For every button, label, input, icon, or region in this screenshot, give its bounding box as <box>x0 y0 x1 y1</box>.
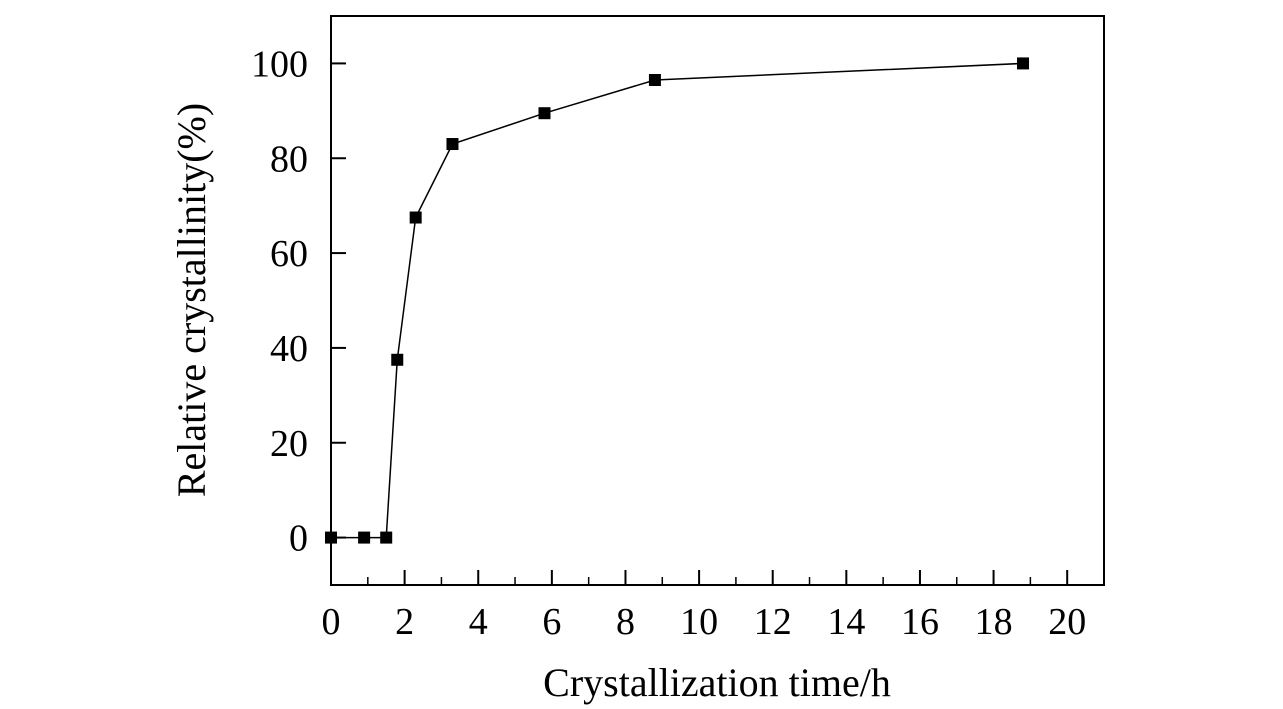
data-point-marker <box>409 211 422 224</box>
plot-frame <box>330 15 1105 586</box>
x-tick-label: 20 <box>1048 601 1086 643</box>
data-point-marker <box>358 531 371 544</box>
y-tick-label: 0 <box>289 518 308 560</box>
y-tick-label: 20 <box>270 423 308 465</box>
data-point-marker <box>1017 57 1030 70</box>
series-line <box>331 62 1024 539</box>
data-point-marker <box>538 107 551 120</box>
x-tick-label: 8 <box>616 601 635 643</box>
x-tick-label: 18 <box>975 601 1013 643</box>
data-point-marker <box>446 138 459 151</box>
x-tick-label: 2 <box>395 601 414 643</box>
y-tick-label: 80 <box>270 138 308 180</box>
data-point-marker <box>380 531 393 544</box>
data-point-marker <box>325 531 337 544</box>
x-tick-label: 16 <box>901 601 939 643</box>
x-axis-ticks: 0 2 4 6 8 10 12 14 16 18 20 <box>322 570 1086 643</box>
y-axis-ticks: 0 20 40 60 80 100 <box>251 43 346 560</box>
x-tick-label: 4 <box>469 601 488 643</box>
data-point-marker <box>648 74 661 87</box>
x-tick-label: 10 <box>680 601 718 643</box>
y-tick-label: 40 <box>270 328 308 370</box>
x-tick-label: 0 <box>322 601 341 643</box>
y-tick-label: 100 <box>251 43 308 85</box>
y-axis-label: Relative crystallinity(%) <box>169 103 214 497</box>
y-tick-label: 60 <box>270 233 308 275</box>
x-tick-label: 12 <box>754 601 792 643</box>
data-point-marker <box>391 353 404 366</box>
x-axis-label: Crystallization time/h <box>543 660 891 705</box>
x-tick-label: 6 <box>542 601 561 643</box>
series-layer <box>325 57 1030 544</box>
x-tick-label: 14 <box>827 601 865 643</box>
